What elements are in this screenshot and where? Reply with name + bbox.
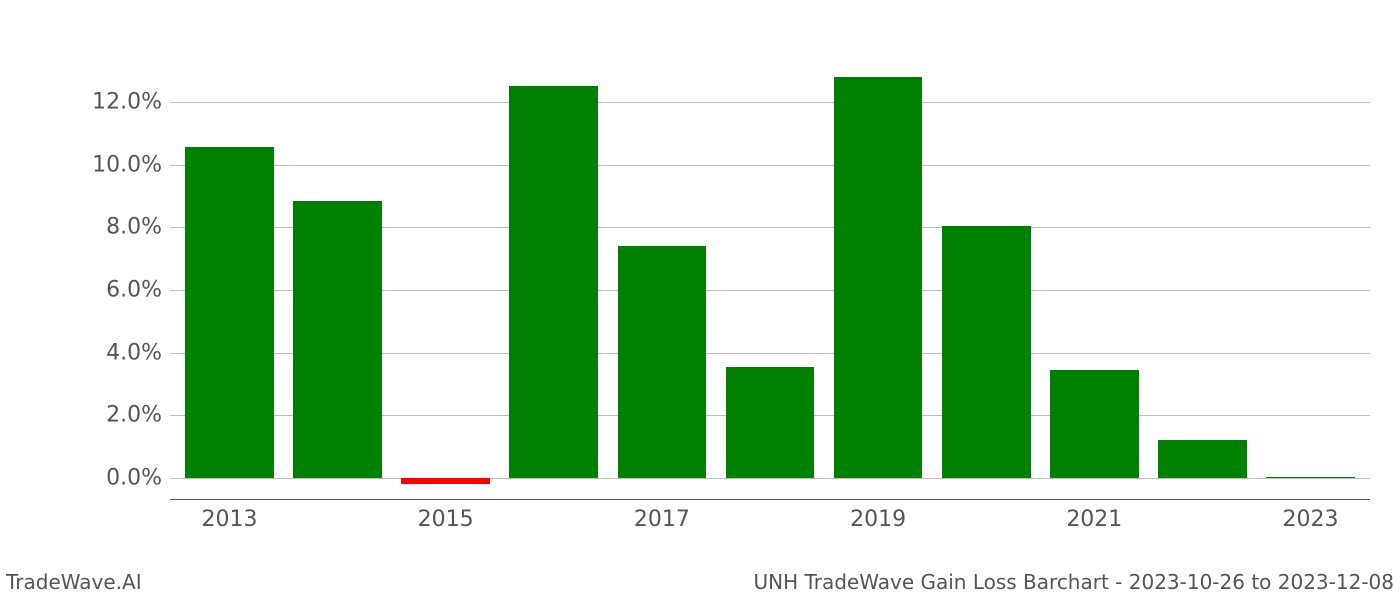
y-tick-label: 8.0%: [106, 215, 162, 240]
y-gridline: [170, 102, 1370, 103]
bar-2019: [834, 77, 923, 478]
footer-right-caption: UNH TradeWave Gain Loss Barchart - 2023-…: [753, 570, 1394, 594]
bar-2016: [509, 86, 598, 478]
x-tick-label: 2017: [634, 507, 690, 532]
y-tick-label: 4.0%: [106, 340, 162, 365]
y-gridline: [170, 478, 1370, 479]
footer-left-brand: TradeWave.AI: [6, 570, 142, 594]
x-tick-label: 2019: [850, 507, 906, 532]
bar-2020: [942, 226, 1031, 478]
y-tick-label: 12.0%: [92, 90, 162, 115]
x-tick-label: 2023: [1283, 507, 1339, 532]
bar-2015: [401, 478, 490, 484]
bar-2021: [1050, 370, 1139, 478]
figure: 0.0% 2.0% 4.0% 6.0% 8.0% 10.0% 12.0% 2013 2015 20…: [0, 0, 1400, 600]
y-tick-label: 10.0%: [92, 152, 162, 177]
bar-2023: [1266, 477, 1355, 478]
plot-area: 0.0%2.0%4.0%6.0%8.0%10.0%12.0%2013201520…: [170, 55, 1370, 500]
y-tick-label: 2.0%: [106, 403, 162, 428]
bar-2022: [1158, 440, 1247, 478]
y-tick-label: 0.0%: [106, 466, 162, 491]
x-tick-label: 2013: [201, 507, 257, 532]
bar-2013: [185, 147, 274, 478]
y-gridline: [170, 165, 1370, 166]
x-tick-label: 2015: [418, 507, 474, 532]
bar-2014: [293, 201, 382, 478]
bar-2018: [726, 367, 815, 478]
bar-2017: [618, 246, 707, 478]
x-tick-label: 2021: [1066, 507, 1122, 532]
y-tick-label: 6.0%: [106, 278, 162, 303]
